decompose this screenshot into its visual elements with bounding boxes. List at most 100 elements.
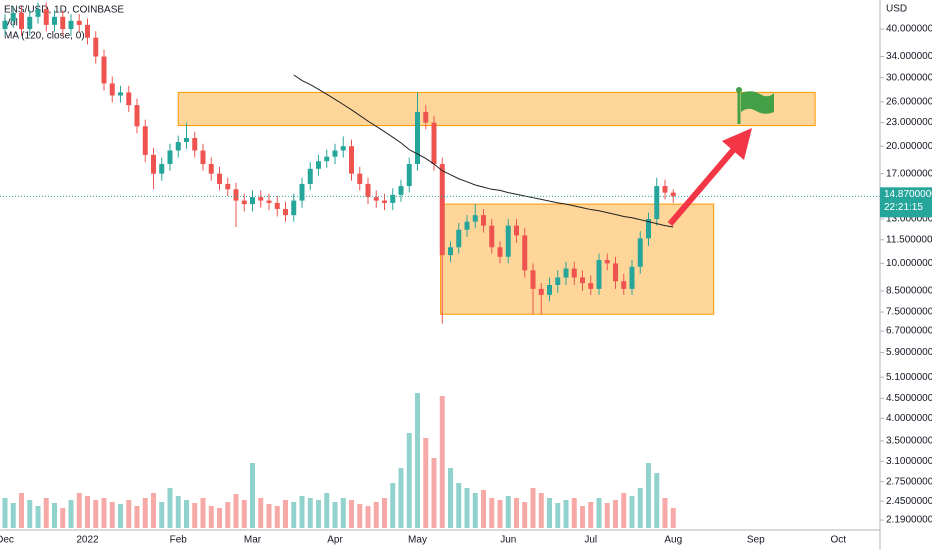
arrow xyxy=(667,128,752,226)
zone xyxy=(440,203,715,315)
candle-body xyxy=(291,200,297,216)
candle-body xyxy=(497,247,503,257)
volume-bar xyxy=(283,500,288,528)
y-tick-label: 6.70000000 xyxy=(886,326,932,337)
volume-bar xyxy=(258,498,264,528)
x-tick-label: Jul xyxy=(584,535,597,546)
volume-bar xyxy=(52,503,57,528)
candle-body xyxy=(456,229,462,248)
candle-body xyxy=(382,200,387,203)
candle-body xyxy=(406,164,412,187)
candle-body xyxy=(472,215,478,222)
volume-bar xyxy=(571,498,577,528)
volume-bar xyxy=(464,488,470,528)
candle-body xyxy=(580,277,585,284)
volume-bar xyxy=(547,498,552,528)
candle-body xyxy=(522,235,528,271)
flag-cloth xyxy=(741,91,774,114)
arrow-head xyxy=(722,128,752,160)
candle-body xyxy=(134,105,140,127)
y-tick-label: 5.90000000 xyxy=(886,347,932,358)
candle-body xyxy=(52,16,57,25)
volume-bar xyxy=(654,473,660,528)
y-tick-label: 2.75000000 xyxy=(886,476,932,487)
volume-bar xyxy=(93,500,99,528)
y-tick-label: 34.00000000 xyxy=(886,51,932,62)
x-tick-label: Apr xyxy=(327,535,343,546)
volume-bar xyxy=(514,498,519,528)
volume-bar xyxy=(291,502,297,528)
volume-bar xyxy=(307,498,313,528)
volume-bar xyxy=(332,502,338,528)
candle-body xyxy=(85,24,90,38)
candle-body xyxy=(629,266,635,289)
volume-bar xyxy=(604,503,610,528)
y-tick-label: 17.00000000 xyxy=(886,168,932,179)
volume-bar xyxy=(118,504,123,528)
candle-body xyxy=(365,183,371,198)
volume-bar xyxy=(217,508,222,528)
candle-body xyxy=(332,150,338,157)
y-tick-label: 2.45000000 xyxy=(886,496,932,507)
y-tick-label: 11.50000000 xyxy=(886,234,932,245)
indicator-label: Vol xyxy=(4,18,18,29)
candle-body xyxy=(448,247,453,256)
volume-bar xyxy=(431,458,437,528)
volume-bar xyxy=(266,504,272,528)
x-tick-label: May xyxy=(408,535,427,546)
candle-body xyxy=(357,173,363,184)
candle-body xyxy=(159,164,165,174)
volume-bar xyxy=(134,506,140,528)
volume-bar xyxy=(580,506,585,528)
volume-bar xyxy=(357,504,363,528)
candle-body xyxy=(464,221,470,230)
volume-bar xyxy=(274,506,280,528)
volume-bar xyxy=(35,506,41,528)
y-tick-label: 4.00000000 xyxy=(886,413,932,424)
x-tick-label: Sep xyxy=(747,535,765,546)
candle-body xyxy=(340,146,346,151)
candle-body xyxy=(505,225,511,257)
candle-body xyxy=(481,215,486,226)
candle-body xyxy=(547,284,552,295)
volume-bar xyxy=(159,502,165,528)
candle-body xyxy=(563,268,569,278)
candle-body xyxy=(489,225,495,248)
volume-bar xyxy=(448,468,453,528)
y-tick-label: 8.50000000 xyxy=(886,285,932,296)
candle-body xyxy=(184,137,189,143)
y-tick-label: 30.00000000 xyxy=(886,72,932,83)
zone xyxy=(177,91,816,127)
chart-title: ENS/USD, 1D, COINBASE xyxy=(4,5,124,16)
x-tick-label: Aug xyxy=(664,535,682,546)
volume-bar xyxy=(167,488,173,528)
volume-bar xyxy=(233,494,239,528)
volume-bar xyxy=(646,463,651,528)
volume-bar xyxy=(472,493,478,528)
volume-bar xyxy=(613,500,618,528)
x-tick-label: Jun xyxy=(500,535,516,546)
candle-body xyxy=(233,189,239,201)
candle-body xyxy=(654,186,660,220)
candle-body xyxy=(613,263,618,282)
ma-line xyxy=(293,74,674,228)
volume-bar xyxy=(10,503,16,528)
candle-body xyxy=(250,197,255,205)
volume-bar xyxy=(250,463,255,528)
volume-bar xyxy=(109,502,115,528)
candle-body xyxy=(316,161,321,169)
candle-body xyxy=(299,183,305,201)
candle-body xyxy=(258,197,264,201)
y-tick-label: 10.00000000 xyxy=(886,258,932,269)
volume-bar xyxy=(142,498,148,528)
candle-body xyxy=(571,268,577,278)
volume-bar xyxy=(184,500,189,528)
volume-bar xyxy=(423,438,429,528)
indicator-label: MA (120, close, 0) xyxy=(4,31,85,42)
y-tick-label: 20.00000000 xyxy=(886,141,932,152)
candle-body xyxy=(283,208,288,216)
candle-body xyxy=(175,142,181,151)
candle-body xyxy=(68,20,74,30)
volume-bar xyxy=(126,500,132,528)
